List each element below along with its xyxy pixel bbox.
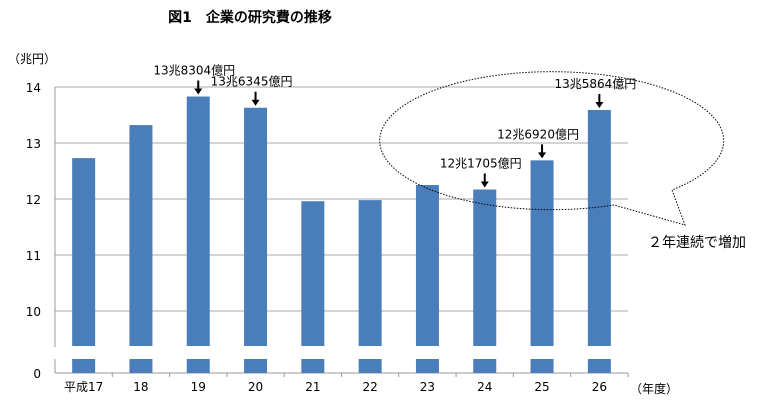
y-tick-label: 13 bbox=[26, 137, 41, 151]
x-tick-label: 平成17 bbox=[64, 380, 103, 394]
bar-base bbox=[358, 359, 382, 373]
x-tick-label: 20 bbox=[248, 380, 263, 394]
bar bbox=[530, 160, 554, 346]
x-tick-label: 23 bbox=[420, 380, 435, 394]
x-tick-label: 26 bbox=[592, 380, 607, 394]
bar bbox=[244, 107, 268, 346]
arrow-head-icon bbox=[538, 152, 547, 159]
data-annotation: 13兆6345億円 bbox=[211, 75, 293, 89]
bar bbox=[72, 158, 96, 346]
y-tick-label: 0 bbox=[33, 367, 41, 381]
y-axis-label: （兆円） bbox=[8, 52, 56, 66]
bar-base bbox=[473, 359, 497, 373]
x-axis-label: （年度） bbox=[630, 381, 678, 396]
bar bbox=[358, 200, 382, 346]
arrow-head-icon bbox=[251, 99, 260, 106]
data-annotation: 12兆1705億円 bbox=[440, 156, 522, 170]
bar-base bbox=[129, 359, 153, 373]
arrow-head-icon bbox=[194, 88, 203, 95]
arrow-head-icon bbox=[480, 181, 489, 188]
x-tick-label: 22 bbox=[363, 380, 378, 394]
x-tick-label: 19 bbox=[191, 380, 206, 394]
bar bbox=[129, 125, 153, 346]
bar-base bbox=[244, 359, 268, 373]
arrow-head-icon bbox=[595, 101, 604, 108]
bar-base bbox=[587, 359, 611, 373]
y-tick-label: 12 bbox=[26, 193, 41, 207]
bar-base bbox=[186, 359, 210, 373]
bar-base bbox=[72, 359, 96, 373]
bar bbox=[587, 109, 611, 347]
data-annotation: 13兆5864億円 bbox=[554, 77, 636, 91]
data-annotation: 13兆8304億円 bbox=[153, 64, 235, 78]
bar bbox=[473, 189, 497, 346]
y-tick-label: 14 bbox=[26, 81, 41, 95]
bar bbox=[301, 201, 325, 346]
chart-title: 図1 企業の研究費の推移 bbox=[168, 9, 332, 26]
bar bbox=[415, 185, 439, 346]
data-annotation: 12兆6920億円 bbox=[497, 127, 579, 141]
y-tick-label: 11 bbox=[26, 249, 41, 263]
callout-text: ２年連続で増加 bbox=[648, 234, 746, 251]
x-tick-label: 18 bbox=[133, 380, 148, 394]
x-tick-label: 25 bbox=[534, 380, 549, 394]
bar-base bbox=[415, 359, 439, 373]
x-tick-label: 21 bbox=[305, 380, 320, 394]
bar-base bbox=[530, 359, 554, 373]
x-tick-label: 24 bbox=[477, 380, 492, 394]
bar-base bbox=[301, 359, 325, 373]
y-tick-label: 10 bbox=[26, 305, 41, 319]
bar bbox=[186, 96, 210, 347]
